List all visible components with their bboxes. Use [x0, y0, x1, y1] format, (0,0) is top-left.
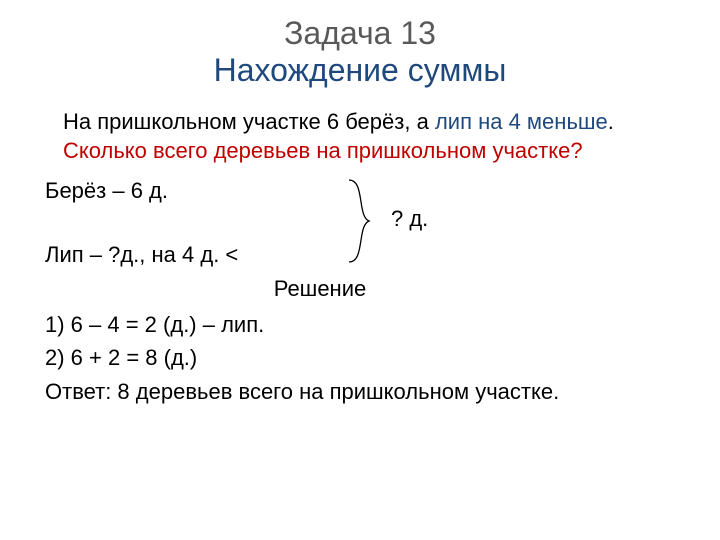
problem-statement: На пришкольном участке 6 берёз, а лип на…: [63, 107, 675, 166]
title-line-1: Задача 13: [45, 15, 675, 52]
solution-step-2: 2) 6 + 2 = 8 (д.): [45, 343, 675, 373]
given-block: Берёз – 6 д. Лип – ?д., на 4 д. < ? д.: [45, 174, 675, 274]
curly-brace-icon: [345, 178, 385, 264]
problem-part3: .: [608, 109, 614, 134]
title-line-2: Нахождение суммы: [45, 52, 675, 89]
problem-part1: На пришкольном участке 6 берёз, а: [63, 109, 435, 134]
given-line-1: Берёз – 6 д.: [45, 176, 168, 206]
problem-part2-blue: лип на 4 меньше: [435, 109, 608, 134]
answer-line: Ответ: 8 деревьев всего на пришкольном у…: [45, 377, 675, 407]
solution-heading: Решение: [45, 274, 675, 304]
problem-part4-red: Сколько всего деревьев на пришкольном уч…: [63, 138, 583, 163]
brace-label: ? д.: [391, 204, 428, 234]
title-block: Задача 13 Нахождение суммы: [45, 15, 675, 89]
solution-step-1: 1) 6 – 4 = 2 (д.) – лип.: [45, 310, 675, 340]
given-line-2: Лип – ?д., на 4 д. <: [45, 240, 238, 270]
